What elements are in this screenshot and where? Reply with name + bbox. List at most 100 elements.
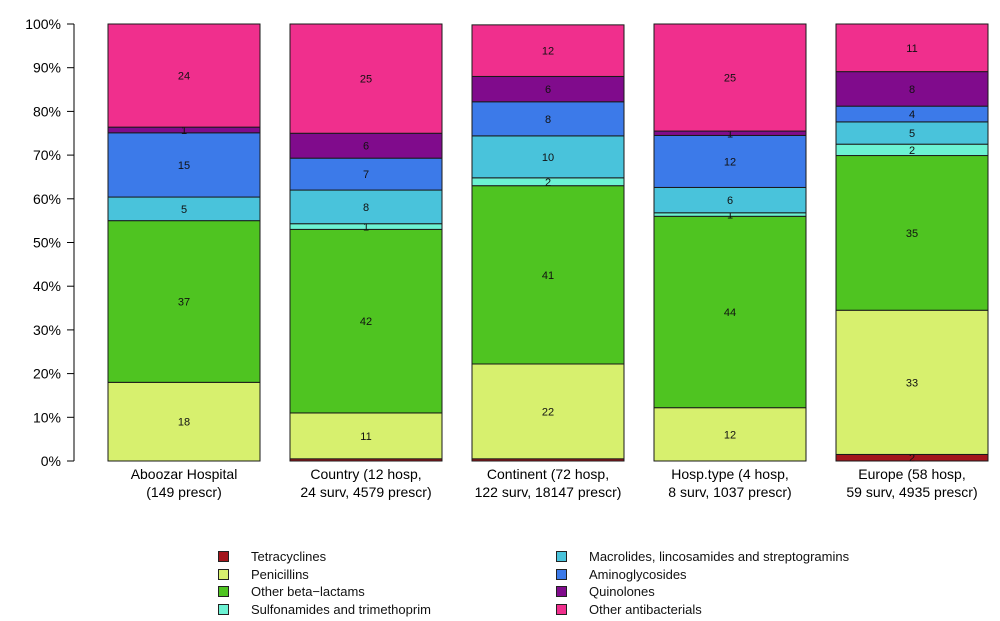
data-label: 12 xyxy=(724,429,736,441)
data-label: 22 xyxy=(542,406,554,418)
legend-item: Quinolones xyxy=(556,583,655,600)
bar-segment xyxy=(289,412,443,460)
y-tick-label: 0% xyxy=(41,453,61,469)
data-label: 1 xyxy=(181,125,187,137)
category-label: Country (12 hosp, xyxy=(310,466,421,482)
legend-label: Quinolones xyxy=(589,584,655,599)
bar-segment xyxy=(107,23,261,128)
bar-segment xyxy=(107,381,261,462)
data-label: 25 xyxy=(724,73,736,85)
data-label: 2 xyxy=(545,177,551,189)
y-tick-label: 50% xyxy=(33,235,61,251)
data-label: 42 xyxy=(360,316,372,328)
data-label: 1 xyxy=(727,210,733,222)
legend-item: Other beta−lactams xyxy=(218,583,365,600)
bar-segment xyxy=(653,134,807,188)
data-label: 37 xyxy=(178,296,190,308)
bar-segment xyxy=(107,220,261,383)
category-label: 24 surv, 4579 prescr) xyxy=(300,484,431,500)
y-tick-label: 100% xyxy=(25,16,61,32)
legend-swatch xyxy=(556,603,567,615)
data-label: 15 xyxy=(178,160,190,172)
legend-item: Other antibacterials xyxy=(556,601,702,618)
category-label: 8 surv, 1037 prescr) xyxy=(668,484,791,500)
data-label: 1 xyxy=(727,128,733,140)
legend-item: Penicillins xyxy=(218,566,309,583)
data-label: 24 xyxy=(178,71,190,83)
legend-label: Macrolides, lincosamides and streptogram… xyxy=(589,549,850,564)
data-label: 10 xyxy=(542,152,554,164)
y-tick-label: 80% xyxy=(33,103,61,119)
y-tick-label: 40% xyxy=(33,278,61,294)
bar-segment xyxy=(471,24,625,77)
legend-label: Other antibacterials xyxy=(589,601,702,617)
bar-segment xyxy=(107,132,261,198)
bar-segment xyxy=(835,71,989,107)
category-label: Europe (58 hosp, xyxy=(858,466,965,482)
data-label: 5 xyxy=(909,128,915,140)
legend-swatch xyxy=(556,551,567,562)
legend-label: Penicillins xyxy=(251,566,309,582)
data-label: 2 xyxy=(909,453,915,465)
category-label: Hosp.type (4 hosp, xyxy=(671,466,789,482)
y-tick-label: 70% xyxy=(33,147,61,163)
legend: Tetracyclines Penicillins Other beta−lacta… xyxy=(218,548,938,620)
stacked-bar-chart: 0%10%20%30%40%50%60%70%80%90%100%1837515… xyxy=(25,16,989,500)
bar-segment xyxy=(471,185,625,365)
legend-label: Sulfonamides and trimethoprim xyxy=(251,601,431,617)
data-label: 6 xyxy=(545,84,551,96)
bar-segment xyxy=(653,215,807,409)
data-label: 8 xyxy=(363,202,369,214)
y-tick-label: 90% xyxy=(33,60,61,76)
data-label: 5 xyxy=(181,204,187,216)
y-tick-label: 20% xyxy=(33,366,61,382)
bar-segment xyxy=(289,228,443,414)
data-label: 6 xyxy=(727,195,733,207)
legend-swatch xyxy=(556,568,567,580)
legend-item: Macrolides, lincosamides and streptogram… xyxy=(556,548,849,565)
data-label: 41 xyxy=(542,270,554,282)
y-tick-label: 60% xyxy=(33,191,61,207)
bar-segment xyxy=(471,135,625,179)
legend-swatch xyxy=(218,551,229,562)
bar-segment xyxy=(471,75,625,103)
category-label: (149 prescr) xyxy=(146,484,221,500)
bar-segment xyxy=(289,132,443,159)
legend-item: Tetracyclines xyxy=(218,548,326,565)
data-label: 18 xyxy=(178,417,190,429)
bar-segment xyxy=(471,363,625,460)
bar-segment xyxy=(835,23,989,73)
bar-segment xyxy=(653,23,807,132)
category-label: 122 surv, 18147 prescr) xyxy=(475,484,622,500)
data-label: 11 xyxy=(360,431,371,443)
data-label: 12 xyxy=(724,156,736,168)
data-label: 6 xyxy=(363,141,369,153)
legend-swatch xyxy=(556,586,567,597)
bar-segment xyxy=(289,23,443,134)
bar-segment xyxy=(835,309,989,455)
data-label: 7 xyxy=(363,169,369,181)
legend-item: Sulfonamides and trimethoprim xyxy=(218,601,431,618)
legend-label: Tetracyclines xyxy=(251,549,327,564)
data-label: 8 xyxy=(909,84,915,96)
legend-label: Other beta−lactams xyxy=(251,584,365,599)
legend-label: Aminoglycosides xyxy=(589,566,687,582)
data-label: 33 xyxy=(906,377,918,389)
data-label: 35 xyxy=(906,228,918,240)
bar-segment xyxy=(289,157,443,191)
data-label: 4 xyxy=(909,109,915,121)
y-tick-label: 10% xyxy=(33,409,61,425)
data-label: 11 xyxy=(906,43,917,55)
legend-swatch xyxy=(218,603,229,615)
category-label: Aboozar Hospital xyxy=(131,466,238,482)
legend-swatch xyxy=(218,586,229,597)
category-label: 59 surv, 4935 prescr) xyxy=(846,484,977,500)
legend-item: Aminoglycosides xyxy=(556,566,687,583)
data-label: 44 xyxy=(724,307,736,319)
data-label: 12 xyxy=(542,46,554,58)
bar-segment xyxy=(653,407,807,462)
legend-swatch xyxy=(218,568,229,580)
data-label: 1 xyxy=(363,222,369,234)
bar-segment xyxy=(653,186,807,214)
data-label: 2 xyxy=(909,145,915,157)
